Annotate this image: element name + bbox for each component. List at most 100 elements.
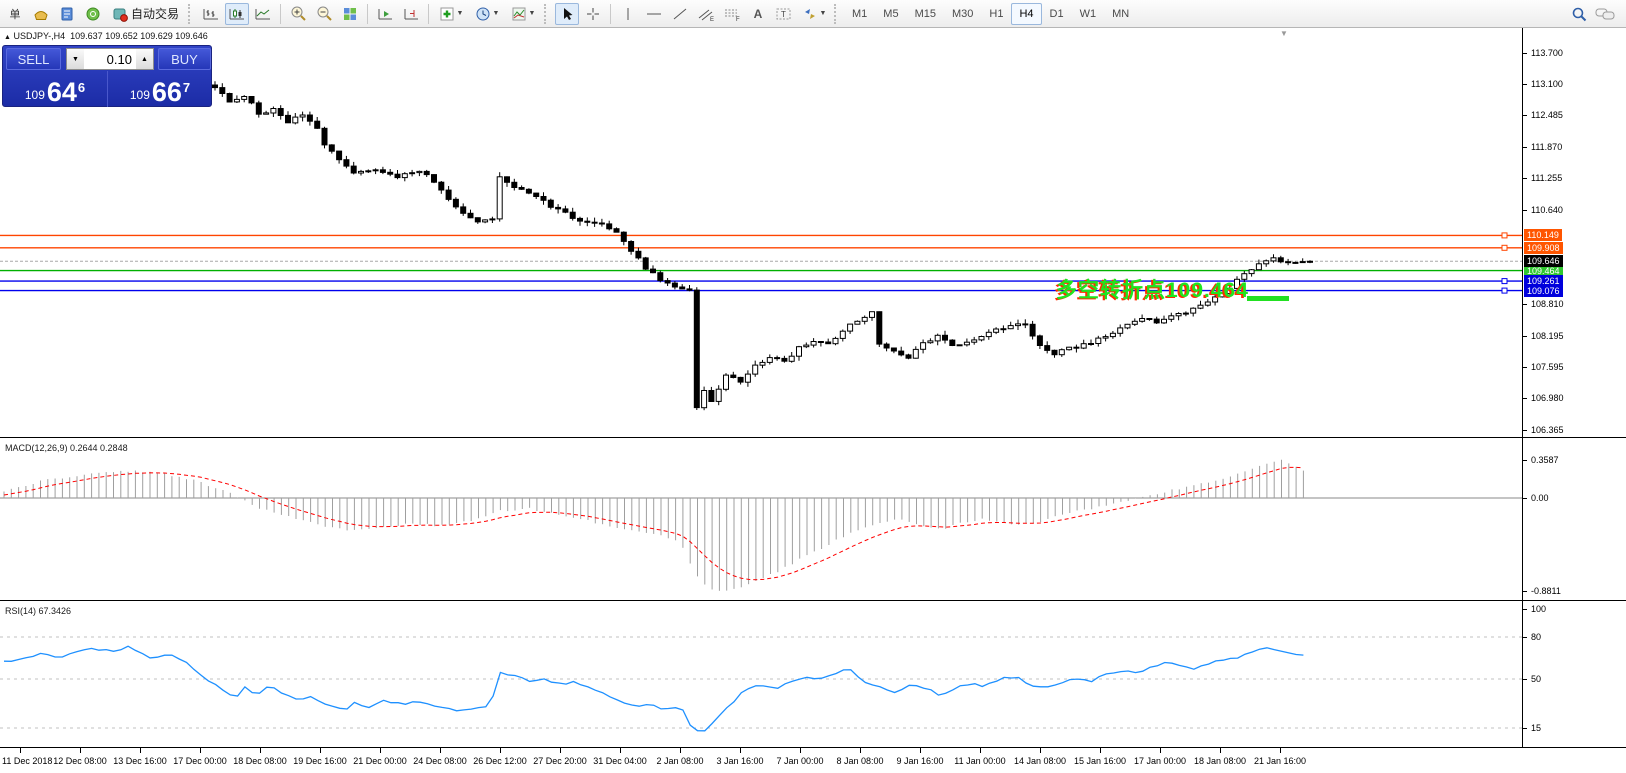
symbol-header: ▲ USDJPY-,H4 109.637 109.652 109.629 109… (4, 31, 208, 41)
macd-pane[interactable]: MACD(12,26,9) 0.2644 0.2848 0.3587 0.00 -0… (0, 440, 1626, 600)
zoom-out-button[interactable] (312, 3, 336, 25)
tile-windows-button[interactable] (338, 3, 362, 25)
macd-tick-label: 0.3587 (1531, 455, 1559, 465)
pivot-annotation[interactable]: 多空转折点109.464 (1056, 279, 1249, 302)
zoom-out-icon (317, 6, 332, 21)
time-label: 31 Dec 04:00 (593, 756, 647, 766)
rsi-tick-label: 80 (1531, 632, 1542, 642)
buy-price[interactable]: 109 66 7 (108, 71, 212, 107)
ohlc-values: 109.637 109.652 109.629 109.646 (70, 31, 208, 41)
time-tick (80, 748, 81, 753)
horizontal-line-icon (647, 13, 662, 14)
timeframe-button-h1[interactable]: H1 (989, 7, 1004, 20)
timeframe-button-m5[interactable]: M5 (883, 7, 899, 20)
volume-decrease-button[interactable]: ▼ (66, 49, 84, 69)
timeframe-button-d1[interactable]: D1 (1049, 7, 1064, 20)
sell-price-main: 109 (24, 88, 45, 102)
main-chart-pane[interactable]: ▲ USDJPY-,H4 109.637 109.652 109.629 109… (0, 28, 1626, 437)
axis-tick (1523, 498, 1527, 499)
time-tick (1220, 748, 1221, 753)
arrows-caret-icon: ▼ (819, 10, 827, 17)
timeframe-button-mn[interactable]: MN (1112, 7, 1130, 20)
periods-button[interactable]: ▼ (470, 3, 504, 25)
rsi-tick-label: 100 (1531, 604, 1547, 614)
price-line-label: 109.464 (1524, 265, 1563, 277)
chart-shift-button[interactable] (399, 3, 423, 25)
price-line-label: 109.261 (1524, 275, 1563, 287)
zoom-in-button[interactable] (286, 3, 310, 25)
bar-chart-icon (203, 8, 219, 19)
crosshair-button[interactable] (581, 3, 605, 25)
line-chart-button[interactable] (251, 3, 275, 25)
chart-shift-marker-icon[interactable]: ▼ (1280, 29, 1288, 38)
price-tick-label: 113.700 (1531, 48, 1563, 58)
search-button[interactable] (1567, 3, 1591, 25)
auto-trading-label: 自动交易 (131, 7, 180, 21)
timeframe-button-m15[interactable]: M15 (914, 7, 936, 20)
sell-price[interactable]: 109 64 6 (3, 71, 108, 107)
timeframe-button-m1[interactable]: M1 (852, 7, 868, 20)
timeframe-button-w1[interactable]: W1 (1079, 7, 1097, 20)
axis-tick (1523, 115, 1527, 116)
axis-tick (1523, 398, 1527, 399)
chat-button[interactable] (1593, 3, 1617, 25)
time-tick (20, 748, 21, 753)
buy-price-main: 109 (129, 88, 150, 102)
equidistant-channel-button[interactable]: E (694, 3, 718, 25)
templates-button[interactable]: ▼ (506, 3, 540, 25)
timeframe-button-h4[interactable]: H4 (1011, 2, 1042, 25)
time-tick (440, 748, 441, 753)
volume-increase-button[interactable]: ▲ (135, 49, 153, 69)
time-label: 14 Jan 08:00 (1013, 756, 1067, 766)
fibonacci-button[interactable]: F (720, 3, 744, 25)
new-order-button[interactable]: 单 (9, 8, 21, 21)
axis-tick (1523, 460, 1527, 461)
text-label-button[interactable]: T (772, 3, 796, 25)
auto-scroll-button[interactable] (373, 3, 397, 25)
time-tick (680, 748, 681, 753)
horizontal-line-button[interactable] (642, 3, 666, 25)
text-button[interactable]: A (746, 3, 770, 25)
arrows-button[interactable]: ▼ (798, 3, 830, 25)
collapse-marker-icon: ▲ (4, 34, 11, 41)
volume-spinner: ▼ 0.10 ▲ (65, 48, 154, 70)
tile-windows-icon (344, 7, 357, 20)
time-label: 21 Jan 16:00 (1253, 756, 1307, 766)
time-label: 2 Jan 08:00 (656, 756, 704, 766)
macd-axis: 0.3587 0.00 -0.8811 (1523, 440, 1626, 600)
axis-tick (1523, 609, 1527, 610)
time-label: 3 Jan 16:00 (716, 756, 764, 766)
candlestick-chart-button[interactable] (225, 2, 250, 25)
arrows-icon (804, 8, 815, 19)
axis-tick (1523, 679, 1527, 680)
rsi-tick-label: 15 (1531, 723, 1542, 733)
volume-field[interactable]: 0.10 (106, 51, 132, 67)
vertical-line-button[interactable] (616, 3, 640, 25)
time-label: 13 Dec 16:00 (113, 756, 167, 766)
time-tick (1160, 748, 1161, 753)
indicators-button[interactable]: ▼ (434, 3, 468, 25)
sell-button[interactable]: SELL (6, 48, 61, 70)
macd-plot (0, 459, 1522, 591)
time-tick (1100, 748, 1101, 753)
signals-button[interactable] (81, 3, 105, 25)
periods-caret-icon: ▼ (492, 10, 500, 17)
auto-trading-button[interactable]: 自动交易 (107, 3, 184, 25)
time-tick (1040, 748, 1041, 753)
rsi-pane[interactable]: RSI(14) 67.3426 100 80 50 15 (0, 603, 1626, 747)
timeframe-button-m30[interactable]: M30 (951, 7, 974, 20)
trendline-button[interactable] (668, 3, 692, 25)
axis-tick (1523, 591, 1527, 592)
buy-button[interactable]: BUY (157, 48, 211, 70)
news-button[interactable] (55, 3, 79, 25)
news-page-icon (61, 7, 73, 20)
time-axis: 11 Dec 2018 12 Dec 08:00 13 Dec 16:00 17 De… (0, 747, 1626, 773)
time-label: 11 Jan 00:00 (954, 756, 1006, 766)
axis-tick (1523, 210, 1527, 211)
time-tick (860, 748, 861, 753)
market-watch-button[interactable] (29, 3, 53, 25)
symbol-name: USDJPY-,H4 (13, 31, 66, 41)
price-tick-label: 106.365 (1531, 425, 1564, 435)
cursor-button[interactable] (555, 2, 580, 25)
bar-chart-button[interactable] (199, 3, 223, 25)
